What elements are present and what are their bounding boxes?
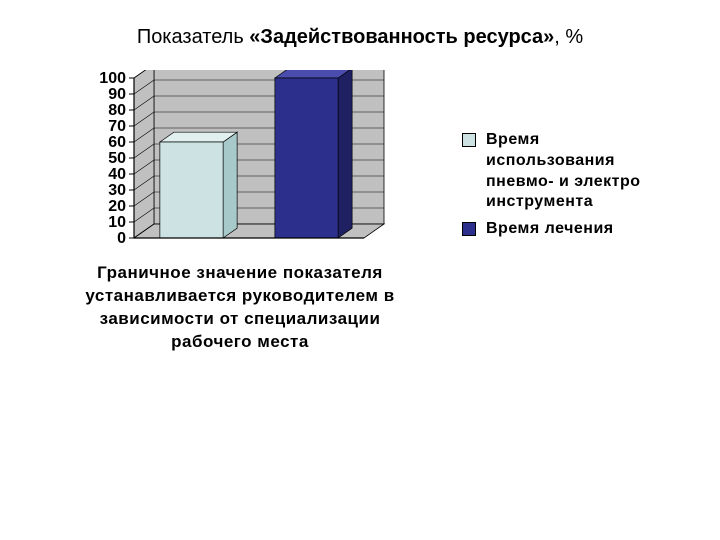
svg-text:60: 60 <box>108 134 126 151</box>
legend-swatch-0 <box>462 133 476 147</box>
legend-label-0: Время использования пневмо- и электро ин… <box>486 130 672 213</box>
svg-text:90: 90 <box>108 86 126 103</box>
svg-text:0: 0 <box>117 230 126 247</box>
title-prefix: Показатель <box>137 26 249 48</box>
page-title: Показатель «Задействованность ресурса», … <box>0 26 720 49</box>
chart: 0102030405060708090100 Граничное значени… <box>70 70 430 270</box>
chart-svg: 0102030405060708090100 <box>70 70 430 270</box>
legend-label-1: Время лечения <box>486 219 672 240</box>
legend-item: Время лечения <box>462 219 672 240</box>
legend-item: Время использования пневмо- и электро ин… <box>462 130 672 213</box>
svg-text:100: 100 <box>99 70 126 87</box>
svg-text:20: 20 <box>108 198 126 215</box>
title-suffix: , % <box>554 26 583 48</box>
svg-text:10: 10 <box>108 214 126 231</box>
x-axis-label: Граничное значение показателя устанавлив… <box>70 262 410 354</box>
svg-text:40: 40 <box>108 166 126 183</box>
legend-swatch-1 <box>462 222 476 236</box>
svg-text:30: 30 <box>108 182 126 199</box>
svg-text:50: 50 <box>108 150 126 167</box>
title-bold: «Задействованность ресурса» <box>249 26 554 48</box>
svg-text:80: 80 <box>108 102 126 119</box>
legend: Время использования пневмо- и электро ин… <box>462 130 672 246</box>
svg-text:70: 70 <box>108 118 126 135</box>
